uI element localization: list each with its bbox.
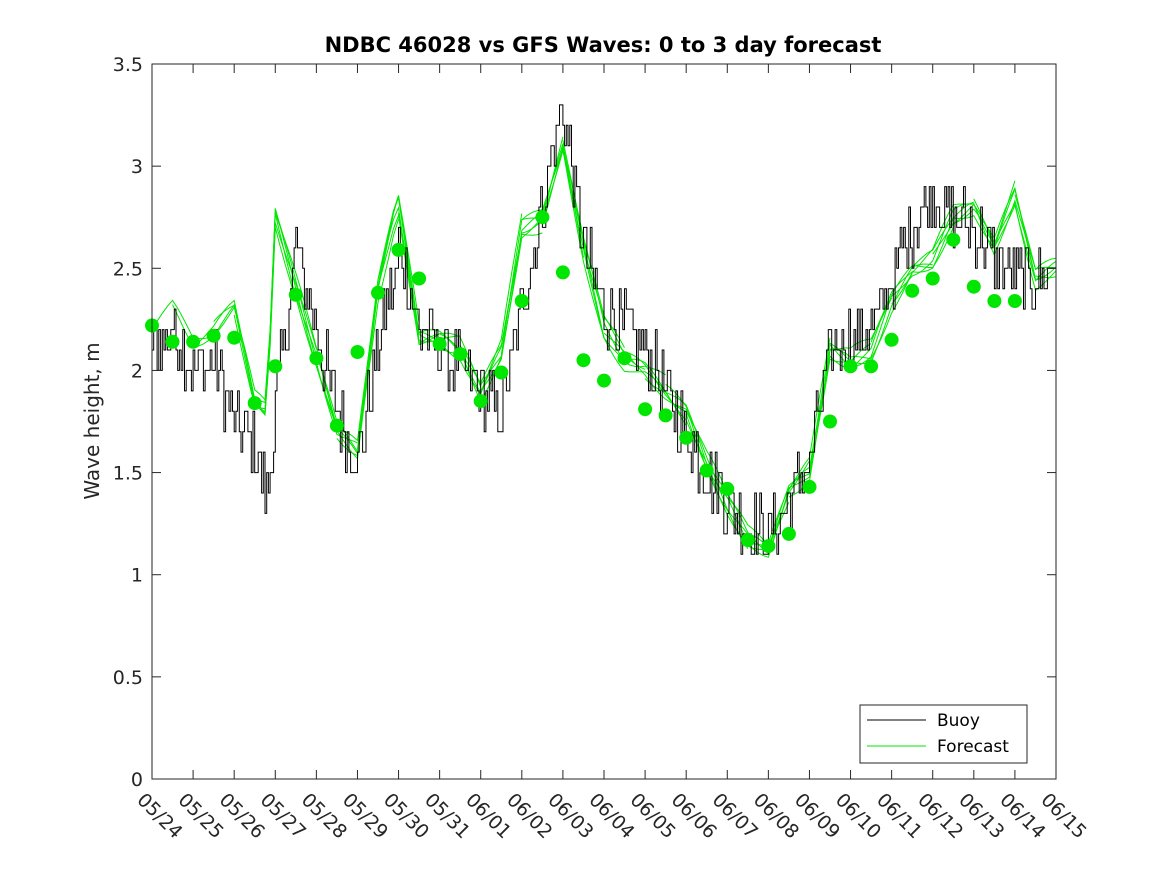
legend: Buoy Forecast — [859, 704, 1028, 764]
forecast-marker — [761, 539, 776, 554]
x-tick-label: 06/09 — [790, 789, 844, 843]
x-tick-label: 06/10 — [831, 789, 885, 843]
forecast-marker — [473, 394, 488, 409]
forecast-line — [747, 343, 872, 551]
y-tick-label: 2.5 — [113, 258, 143, 280]
forecast-marker — [329, 418, 344, 433]
forecast-line — [624, 352, 749, 549]
forecast-line — [459, 143, 584, 386]
y-tick-label: 2 — [131, 360, 143, 382]
forecast-marker — [597, 373, 611, 388]
forecast-line — [993, 198, 1057, 271]
y-tick-label: 0.5 — [113, 667, 143, 689]
forecast-line — [644, 378, 769, 549]
forecast-marker — [987, 294, 1002, 308]
buoy-line — [152, 104, 1057, 555]
forecast-marker — [432, 336, 447, 351]
forecast-marker — [391, 242, 406, 257]
forecast-marker — [247, 396, 262, 411]
x-tick-label: 05/25 — [174, 789, 228, 843]
forecast-marker — [309, 351, 324, 366]
chart-title: NDBC 46028 vs GFS Waves: 0 to 3 day fore… — [325, 33, 882, 57]
forecast-marker — [905, 283, 920, 298]
forecast-marker — [781, 526, 796, 541]
x-tick-label: 06/15 — [1036, 789, 1090, 843]
x-tick-label: 06/13 — [954, 789, 1008, 843]
x-tick-label: 05/27 — [256, 789, 310, 843]
forecast-marker — [494, 365, 509, 380]
x-tick-label: 06/12 — [913, 789, 967, 843]
forecast-marker — [946, 232, 961, 247]
legend-label-forecast: Forecast — [937, 737, 1009, 757]
x-tick-label: 05/31 — [420, 789, 474, 843]
forecast-marker — [288, 287, 303, 302]
forecast-marker — [679, 430, 694, 445]
forecast-marker — [864, 359, 879, 374]
y-tick-label: 1 — [131, 565, 143, 587]
forecast-marker — [966, 279, 981, 294]
forecast-marker — [350, 345, 365, 359]
x-tick-label: 05/24 — [132, 789, 186, 843]
forecast-marker — [186, 334, 201, 349]
forecast-line — [398, 212, 523, 394]
y-tick-label: 3 — [131, 156, 143, 178]
x-tick-label: 06/01 — [461, 789, 515, 843]
forecast-marker — [412, 271, 427, 286]
forecast-marker — [802, 479, 817, 494]
x-tick-label: 06/02 — [502, 789, 556, 843]
forecast-line — [1014, 194, 1057, 270]
forecast-marker — [1007, 294, 1022, 308]
x-tick-label: 06/04 — [584, 789, 638, 843]
x-tick-label: 06/08 — [749, 789, 803, 843]
forecast-marker — [699, 463, 714, 478]
forecast-marker — [638, 402, 653, 417]
forecast-marker — [206, 328, 221, 343]
x-tick-label: 05/28 — [297, 789, 351, 843]
legend-box — [859, 704, 1028, 764]
forecast-marker — [453, 347, 468, 362]
axes-box — [151, 63, 1057, 780]
y-tick-label: 1.5 — [113, 463, 143, 485]
forecast-marker — [617, 351, 632, 366]
forecast-line — [583, 248, 708, 464]
forecast-marker — [843, 359, 858, 374]
x-tick-label: 06/11 — [872, 789, 926, 843]
forecast-marker — [740, 533, 755, 547]
forecast-marker — [720, 481, 735, 496]
y-axis-label: Wave height, m — [80, 342, 104, 499]
x-tick-label: 06/14 — [995, 789, 1049, 843]
x-tick-label: 06/07 — [708, 789, 762, 843]
x-tick-label: 05/26 — [215, 789, 269, 843]
forecast-marker — [925, 271, 940, 286]
forecast-marker — [658, 408, 673, 423]
forecast-marker — [165, 334, 180, 349]
y-tick-label: 0 — [131, 769, 143, 791]
forecast-marker — [371, 285, 385, 300]
forecast-marker — [823, 414, 837, 429]
y-tick-label: 3.5 — [113, 54, 143, 76]
forecast-marker — [884, 332, 899, 347]
x-tick-label: 05/30 — [379, 789, 433, 843]
forecast-line — [151, 212, 276, 401]
forecast-marker — [576, 353, 591, 368]
forecast-marker — [514, 294, 529, 308]
forecast-marker — [227, 330, 242, 345]
plot-area — [145, 104, 1057, 558]
forecast-marker — [555, 265, 570, 280]
forecast-marker — [535, 210, 550, 225]
x-tick-label: 05/29 — [338, 789, 392, 843]
forecast-marker — [268, 359, 283, 374]
x-tick-label: 06/06 — [667, 789, 721, 843]
x-tick-label: 06/05 — [626, 789, 680, 843]
forecast-line — [192, 222, 317, 417]
x-tick-label: 06/03 — [543, 789, 597, 843]
legend-label-buoy: Buoy — [937, 711, 980, 731]
